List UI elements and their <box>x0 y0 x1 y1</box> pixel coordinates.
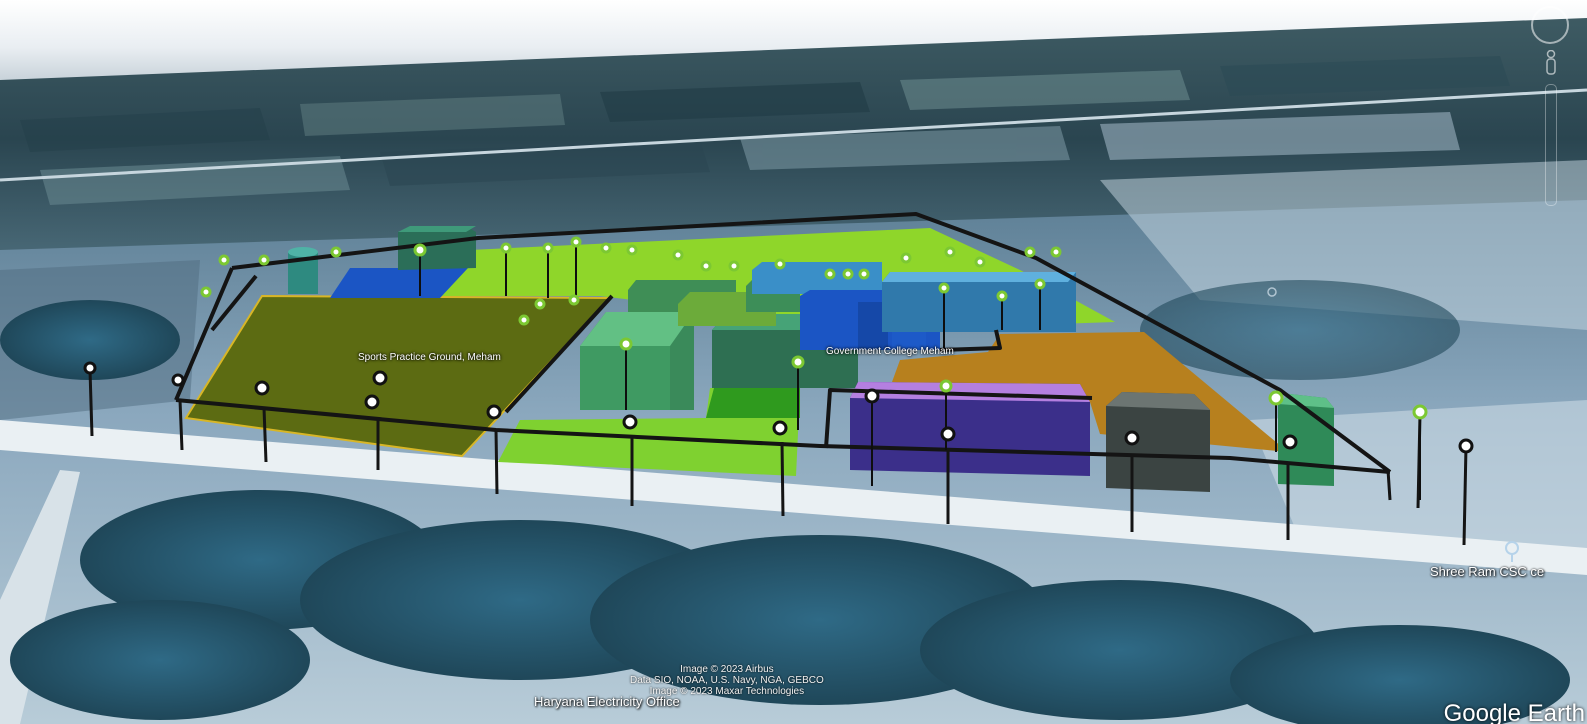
marker-pin[interactable] <box>772 420 788 436</box>
marker-pin[interactable] <box>1124 430 1140 446</box>
campus-boundary <box>174 212 1392 474</box>
marker-pin[interactable] <box>944 246 956 258</box>
marker-pin[interactable] <box>254 380 270 396</box>
attribution-line-3: Image © 2023 Maxar Technologies <box>649 686 805 697</box>
marker-pin[interactable] <box>900 252 912 264</box>
marker-pin[interactable] <box>939 379 953 393</box>
marker-pin[interactable] <box>1412 404 1428 420</box>
marker-pin[interactable] <box>672 249 684 261</box>
placemark-markers[interactable] <box>83 236 1474 500</box>
marker-pin[interactable] <box>600 242 612 254</box>
tree-cover <box>0 280 1570 724</box>
marker-pin[interactable] <box>258 254 270 266</box>
green-building-front <box>580 312 694 410</box>
marker-pin[interactable] <box>938 282 950 294</box>
blue-pool <box>330 268 468 298</box>
block-back-left <box>398 226 476 270</box>
marker-pin[interactable] <box>1024 246 1036 258</box>
marker-pin[interactable] <box>626 244 638 256</box>
field-patches <box>20 56 1510 205</box>
pegman-icon[interactable] <box>1545 49 1557 76</box>
location-pin-icon[interactable] <box>1505 541 1519 562</box>
marker-pin[interactable] <box>330 246 342 258</box>
marker-pin[interactable] <box>996 290 1008 302</box>
marker-pin[interactable] <box>824 268 836 280</box>
marker-pin[interactable] <box>1050 246 1062 258</box>
marker-pin[interactable] <box>570 236 582 248</box>
marker-pin[interactable] <box>619 337 633 351</box>
marker-pin[interactable] <box>534 298 546 310</box>
marker-pin[interactable] <box>858 268 870 280</box>
marker-pin[interactable] <box>171 373 185 387</box>
marker-pin[interactable] <box>218 254 230 266</box>
lawn-mid <box>706 388 800 418</box>
marker-pin[interactable] <box>568 294 580 306</box>
college-label[interactable]: Government College Meham <box>826 346 954 357</box>
marker-pin[interactable] <box>728 260 740 272</box>
sports-ground-label[interactable]: Sports Practice Ground, Meham <box>358 352 501 363</box>
marker-pin[interactable] <box>974 256 986 268</box>
marker-pin[interactable] <box>940 426 956 442</box>
google-earth-logo: Google Earth <box>1443 700 1585 724</box>
location-pin-icon[interactable] <box>1267 287 1277 297</box>
marker-pin[interactable] <box>1034 278 1046 290</box>
marker-pin[interactable] <box>413 243 427 257</box>
marker-pin[interactable] <box>1282 434 1298 450</box>
marker-pin[interactable] <box>500 242 512 254</box>
far-road <box>0 88 1587 182</box>
main-road <box>0 420 1587 575</box>
marker-pin[interactable] <box>1458 438 1474 454</box>
electricity-office-label[interactable]: Haryana Electricity Office <box>534 694 680 709</box>
marker-pin[interactable] <box>622 414 638 430</box>
marker-pin[interactable] <box>1268 390 1284 406</box>
marker-pin[interactable] <box>542 242 554 254</box>
marker-pin[interactable] <box>486 404 502 420</box>
attribution-line-2: Data SIO, NOAA, U.S. Navy, NGA, GEBCO <box>630 675 824 686</box>
imagery-attribution: Image © 2023 Airbus Data SIO, NOAA, U.S.… <box>630 664 824 697</box>
marker-pin[interactable] <box>791 355 805 369</box>
marker-pin[interactable] <box>83 361 97 375</box>
marker-pin[interactable] <box>372 370 388 386</box>
marker-pin[interactable] <box>842 268 854 280</box>
marker-pin[interactable] <box>518 314 530 326</box>
compass-ring-icon[interactable] <box>1531 6 1569 44</box>
marker-pin[interactable] <box>864 388 880 404</box>
zoom-slider-icon[interactable] <box>1545 84 1557 206</box>
blue-building-right <box>882 272 1076 332</box>
attribution-line-1: Image © 2023 Airbus <box>680 664 774 675</box>
marker-pin[interactable] <box>774 258 786 270</box>
water-tank <box>288 247 318 294</box>
marker-pin[interactable] <box>700 260 712 272</box>
csc-center-label[interactable]: Shree Ram CSC ce <box>1430 564 1545 579</box>
marker-pin[interactable] <box>364 394 380 410</box>
grey-building <box>1106 392 1210 492</box>
marker-pin[interactable] <box>200 286 212 298</box>
